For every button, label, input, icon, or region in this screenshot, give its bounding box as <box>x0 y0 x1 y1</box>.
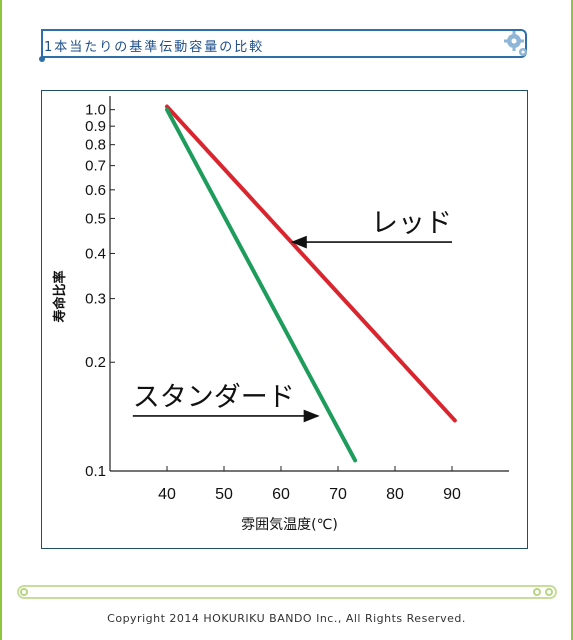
page-title: 1本当たりの基準伝動容量の比較 <box>44 40 265 55</box>
life-ratio-chart: 0.1 0.2 0.3 0.4 0.5 0.6 0.7 0.8 0.91.0 40 50 60 70 80… <box>52 96 509 533</box>
x-tick-label: 60 <box>272 486 290 503</box>
y-tick-label: 0.3 <box>85 291 106 308</box>
x-axis-title: 雰囲気温度(℃) <box>241 517 338 533</box>
y-axis-title: 寿命比率 <box>52 270 68 322</box>
footer-bar <box>17 585 557 599</box>
title-bar <box>41 29 527 58</box>
y-tick-label: 0.7 <box>85 158 106 175</box>
footer-dot <box>545 588 553 596</box>
y-tick-label: 0.4 <box>85 245 106 262</box>
x-tick-label: 40 <box>158 486 176 503</box>
annotation-label: レッド <box>371 208 452 239</box>
copyright-text: Copyright 2014 HOKURIKU BANDO Inc., All … <box>107 612 466 625</box>
page-right-border <box>571 0 573 640</box>
y-tick-label: 0.8 <box>85 137 106 154</box>
footer-dot <box>20 588 28 596</box>
y-tick-label: 0.1 <box>85 463 106 480</box>
x-tick-label: 90 <box>443 486 461 503</box>
series-line-standard <box>165 107 358 463</box>
y-tick-label: 0.6 <box>85 182 106 199</box>
gear-icon <box>504 31 527 56</box>
x-tick-label: 80 <box>386 486 404 503</box>
y-tick-label: 0.5 <box>85 210 106 227</box>
page-left-border <box>0 0 2 640</box>
y-tick-label: 0.9 <box>85 118 106 135</box>
x-tick-label: 70 <box>329 486 347 503</box>
title-bullet-dot <box>39 56 45 62</box>
annotation-label: スタンダード <box>133 382 295 413</box>
footer-dot <box>533 588 541 596</box>
y-tick-label: 0.2 <box>85 354 106 371</box>
y-tick-label: 1.0 <box>85 102 106 119</box>
series-line-red <box>165 104 457 423</box>
x-tick-label: 50 <box>215 486 233 503</box>
chart-frame <box>41 90 528 549</box>
